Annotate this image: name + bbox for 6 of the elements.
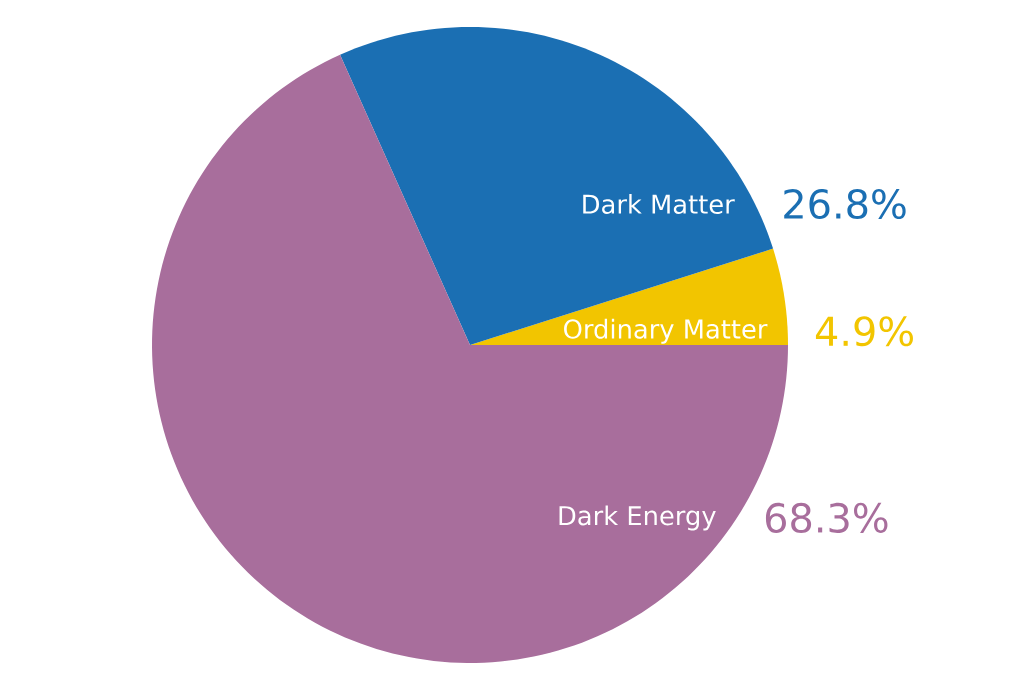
data-label: 68.3% (765, 502, 888, 533)
slice-label: Dark Energy (559, 505, 716, 531)
data-label: 4.9% (815, 316, 913, 347)
slice-label: Dark Matter (583, 194, 735, 214)
slice-label: Ordinary Matter (564, 318, 768, 344)
data-label: 26.8% (784, 188, 906, 220)
